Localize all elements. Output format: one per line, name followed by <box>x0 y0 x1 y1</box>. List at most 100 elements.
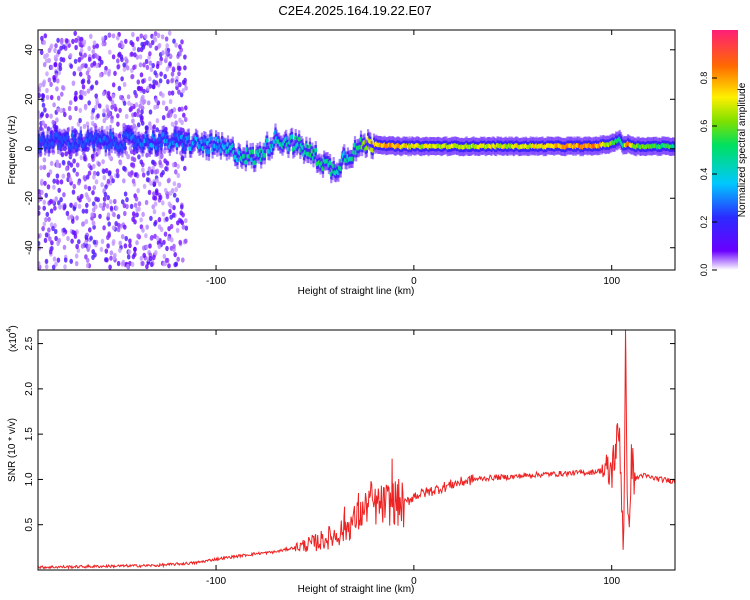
noise-point <box>90 212 94 218</box>
noise-point <box>131 254 136 260</box>
ridge-core <box>314 147 318 153</box>
spectrogram-marks <box>38 30 675 270</box>
noise-point <box>42 164 47 170</box>
noise-point <box>167 235 171 242</box>
noise-point <box>118 107 122 113</box>
noise-point <box>176 65 181 71</box>
noise-point <box>148 243 152 249</box>
noise-point <box>54 261 58 267</box>
noise-point <box>70 238 74 244</box>
noise-point <box>184 218 188 224</box>
noise-point <box>135 36 140 42</box>
noise-point <box>140 115 144 121</box>
noise-point <box>176 172 181 179</box>
noise-point <box>180 119 184 126</box>
noise-point <box>141 94 145 100</box>
noise-point <box>51 119 55 125</box>
noise-point <box>104 248 109 254</box>
noise-point <box>94 80 99 86</box>
noise-point <box>123 243 128 249</box>
noise-point <box>141 172 146 178</box>
y-tick-label: 2.5 <box>24 336 35 350</box>
noise-point <box>78 94 83 100</box>
ridge-core <box>207 149 211 155</box>
y-tick-label: -20 <box>24 191 35 206</box>
noise-point <box>131 162 136 168</box>
noise-point <box>68 53 73 59</box>
ridge-core <box>290 134 294 140</box>
x-tick-label: -100 <box>206 576 226 587</box>
noise-point <box>57 237 61 244</box>
noise-point <box>43 180 47 186</box>
noise-point <box>137 154 141 160</box>
noise-point <box>145 40 149 46</box>
x-tick-label: -100 <box>206 276 226 287</box>
noise-point <box>102 196 107 202</box>
noise-point <box>151 204 155 210</box>
noise-point <box>139 255 144 261</box>
noise-point <box>144 58 149 65</box>
noise-point <box>92 163 96 169</box>
noise-point <box>161 200 165 206</box>
ridge-core <box>203 138 207 144</box>
colorbar-tick-label: 0.6 <box>699 120 709 133</box>
noise-point <box>108 49 112 55</box>
snr-series-line <box>38 330 675 570</box>
noise-point <box>120 56 124 63</box>
noise-point <box>102 91 106 97</box>
noise-point <box>153 30 158 37</box>
noise-point <box>39 165 43 171</box>
noise-point <box>176 182 181 188</box>
noise-point <box>106 178 111 184</box>
noise-point <box>49 94 54 101</box>
noise-point <box>174 42 178 48</box>
noise-point <box>55 162 60 168</box>
noise-point <box>183 54 187 60</box>
noise-point <box>130 261 135 267</box>
noise-point <box>149 180 153 186</box>
noise-point <box>148 109 153 115</box>
noise-point <box>138 103 142 109</box>
noise-point <box>150 169 154 175</box>
noise-point <box>111 54 116 60</box>
noise-point <box>165 43 169 49</box>
noise-point <box>102 108 106 114</box>
noise-point <box>108 154 112 160</box>
colorbar-tick-label: 0.0 <box>699 264 709 277</box>
snr-multiplier-close: ) <box>8 325 19 328</box>
noise-point <box>153 37 158 43</box>
y-tick-label: 1.0 <box>24 472 35 486</box>
ridge-core <box>187 135 191 140</box>
noise-point <box>52 184 56 190</box>
noise-point <box>111 93 116 99</box>
spectrogram-frame <box>37 29 676 271</box>
noise-point <box>64 166 69 172</box>
noise-point <box>68 177 73 183</box>
noise-point <box>89 33 93 40</box>
noise-point <box>87 185 92 192</box>
noise-point <box>45 94 50 100</box>
noise-point <box>174 186 178 193</box>
noise-point <box>180 204 184 210</box>
noise-point <box>135 206 139 212</box>
noise-point <box>83 105 88 111</box>
noise-point <box>163 187 168 193</box>
noise-point <box>163 231 168 237</box>
noise-point <box>168 190 173 196</box>
noise-point <box>107 71 111 77</box>
noise-point <box>135 240 139 246</box>
noise-point <box>161 100 166 106</box>
noise-point <box>75 215 79 221</box>
noise-point <box>45 52 49 59</box>
noise-point <box>47 77 52 83</box>
noise-point <box>56 257 61 263</box>
noise-point <box>47 47 52 54</box>
snr-frame <box>37 329 676 571</box>
noise-point <box>78 197 82 203</box>
noise-point <box>92 185 97 191</box>
ridge-core <box>263 152 267 158</box>
noise-point <box>177 71 181 77</box>
noise-point <box>61 107 66 113</box>
ridge-core <box>209 135 213 141</box>
noise-point <box>130 73 135 80</box>
